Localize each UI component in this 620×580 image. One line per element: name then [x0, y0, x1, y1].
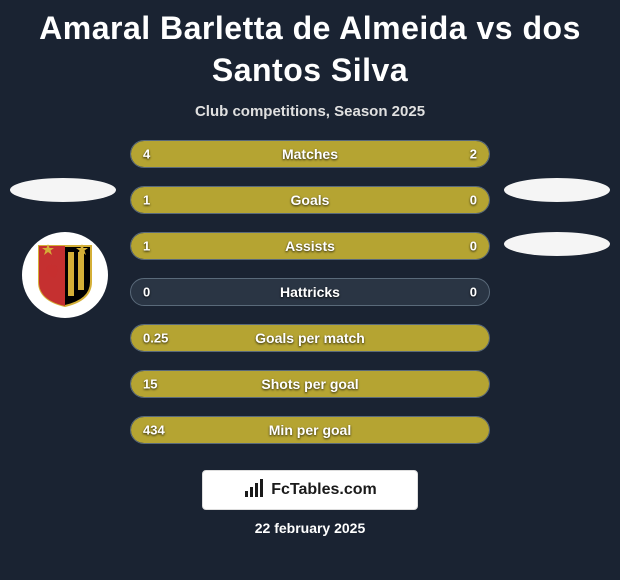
stat-row: 1 0 Goals	[130, 186, 490, 222]
fctables-icon	[243, 477, 265, 504]
stat-value-left: 0.25	[143, 331, 168, 346]
stat-value-right: 0	[470, 285, 477, 300]
stat-value-left: 0	[143, 285, 150, 300]
stat-value-left: 434	[143, 423, 165, 438]
stat-track: 15 Shots per goal	[130, 370, 490, 398]
stat-value-left: 1	[143, 193, 150, 208]
stat-value-right: 0	[470, 193, 477, 208]
stat-value-left: 1	[143, 239, 150, 254]
stat-row: 15 Shots per goal	[130, 370, 490, 406]
stat-value-left: 15	[143, 377, 157, 392]
stat-track: 0.25 Goals per match	[130, 324, 490, 352]
stat-track: 4 2 Matches	[130, 140, 490, 168]
stat-label: Hattricks	[280, 284, 340, 300]
stat-value-right: 2	[470, 147, 477, 162]
stat-label: Goals	[291, 192, 330, 208]
stat-row: 434 Min per goal	[130, 416, 490, 452]
subtitle: Club competitions, Season 2025	[0, 103, 620, 120]
stat-row: 0.25 Goals per match	[130, 324, 490, 360]
stat-row: 1 0 Assists	[130, 232, 490, 268]
stat-label: Assists	[285, 238, 335, 254]
fctables-badge[interactable]: FcTables.com	[202, 470, 418, 510]
stat-value-left: 4	[143, 147, 150, 162]
stat-label: Shots per goal	[261, 376, 358, 392]
stat-label: Matches	[282, 146, 338, 162]
stat-label: Goals per match	[255, 330, 365, 346]
stats-area: 4 2 Matches 1 0 Goals 1 0 Assists 0 0 Hattricks 0.25…	[0, 140, 620, 452]
stat-row: 4 2 Matches	[130, 140, 490, 176]
stat-track: 0 0 Hattricks	[130, 278, 490, 306]
stat-value-right: 0	[470, 239, 477, 254]
page-title: Amaral Barletta de Almeida vs dos Santos…	[0, 0, 620, 91]
fctables-label: FcTables.com	[271, 481, 377, 499]
stat-row: 0 0 Hattricks	[130, 278, 490, 314]
stat-label: Min per goal	[269, 422, 351, 438]
date-text: 22 february 2025	[0, 520, 620, 536]
stat-track: 1 0 Goals	[130, 186, 490, 214]
stat-track: 1 0 Assists	[130, 232, 490, 260]
stat-track: 434 Min per goal	[130, 416, 490, 444]
